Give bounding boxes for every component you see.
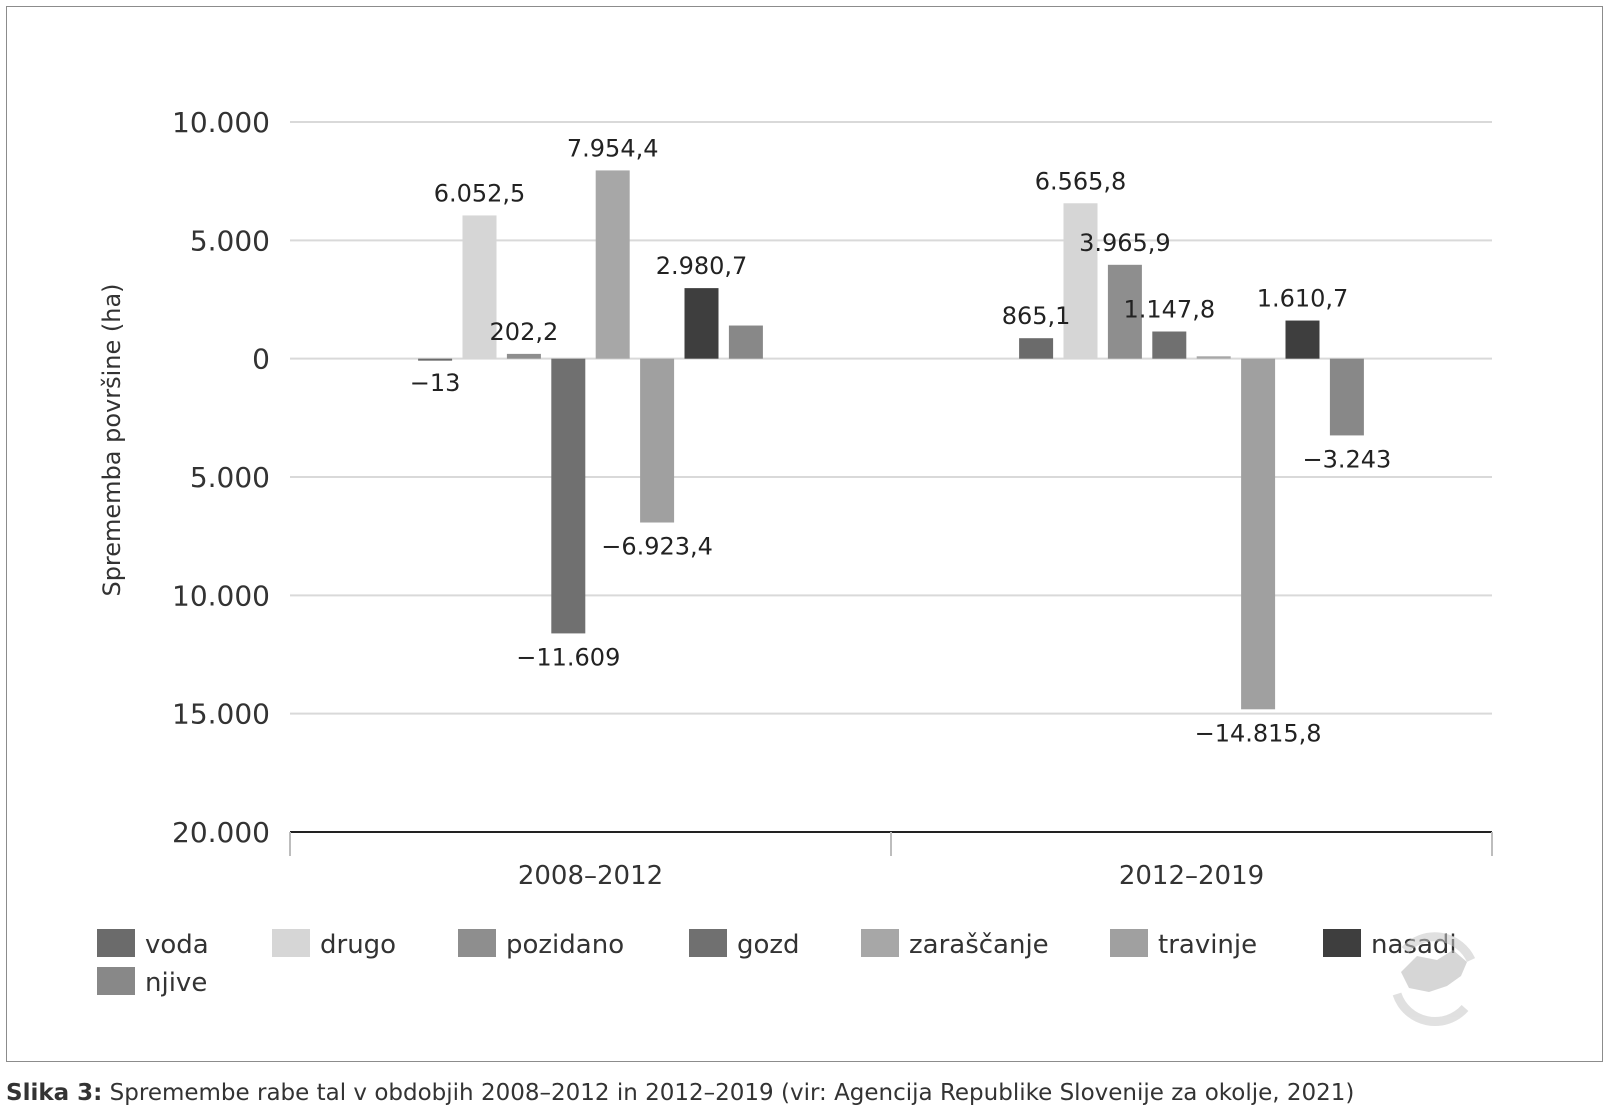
legend-swatch	[458, 929, 496, 957]
legend-label: voda	[145, 930, 209, 960]
y-tick-label: 10.000	[172, 106, 270, 139]
legend-swatch	[861, 929, 899, 957]
bar	[1107, 264, 1142, 359]
x-category-label: 2012–2019	[1119, 861, 1264, 891]
bar	[1063, 203, 1098, 359]
chart-frame	[6, 6, 1603, 1062]
data-label: −13	[410, 369, 461, 397]
data-label: 3.965,9	[1079, 229, 1171, 257]
bar	[1329, 358, 1364, 436]
legend-swatch	[1110, 929, 1148, 957]
bar	[1241, 358, 1276, 710]
y-tick-label: 0	[252, 343, 270, 376]
legend-label: gozd	[737, 930, 800, 960]
y-tick-label: 15.000	[172, 698, 270, 731]
data-label: 1.610,7	[1257, 285, 1349, 313]
x-category-label: 2008–2012	[518, 861, 663, 891]
figure-caption: Slika 3: Spremembe rabe tal v obdobjih 2…	[6, 1080, 1354, 1106]
bar	[728, 325, 763, 359]
caption-prefix: Slika 3:	[6, 1080, 103, 1106]
data-label: 202,2	[490, 318, 559, 346]
data-label: 6.565,8	[1035, 167, 1127, 195]
y-tick-label: 5.000	[190, 461, 270, 494]
legend-label: travinje	[1158, 930, 1257, 960]
data-label: −14.815,8	[1195, 719, 1322, 747]
legend-label: zaraščanje	[909, 930, 1049, 960]
legend-swatch	[97, 967, 135, 995]
legend-swatch	[97, 929, 135, 957]
bar	[1196, 356, 1231, 359]
y-axis-title: Sprememba površine (ha)	[98, 283, 126, 596]
bar	[1152, 331, 1187, 359]
data-label: 2.980,7	[656, 252, 748, 280]
data-label: 7.954,4	[567, 134, 659, 162]
data-label: −3.243	[1302, 445, 1391, 473]
bar	[640, 358, 675, 523]
data-label: 865,1	[1002, 302, 1071, 330]
data-label: −6.923,4	[601, 533, 713, 561]
data-label: 6.052,5	[434, 179, 526, 207]
legend-label: drugo	[320, 930, 396, 960]
bar	[595, 170, 630, 359]
watermark-logo	[1392, 932, 1476, 1026]
bar	[1285, 320, 1320, 359]
bar-chart: Sprememba površine (ha) 10.000 5.000 0 5.00…	[97, 106, 1493, 1026]
legend-swatch	[1323, 929, 1361, 957]
bar	[1019, 338, 1054, 359]
y-tick-label: 20.000	[172, 816, 270, 849]
bar	[551, 358, 586, 634]
legend-swatch	[272, 929, 310, 957]
data-label: 1.147,8	[1123, 296, 1215, 324]
y-tick-label: 10.000	[172, 579, 270, 612]
legend-swatch	[689, 929, 727, 957]
caption-text: Spremembe rabe tal v obdobjih 2008–2012 …	[102, 1080, 1355, 1106]
legend-label: pozidano	[506, 930, 624, 960]
data-label: −11.609	[516, 643, 620, 671]
bar	[684, 288, 719, 359]
legend-label: njive	[145, 968, 207, 998]
bar	[506, 353, 541, 359]
bar	[462, 215, 497, 359]
y-tick-label: 5.000	[190, 224, 270, 257]
bar	[418, 358, 453, 361]
